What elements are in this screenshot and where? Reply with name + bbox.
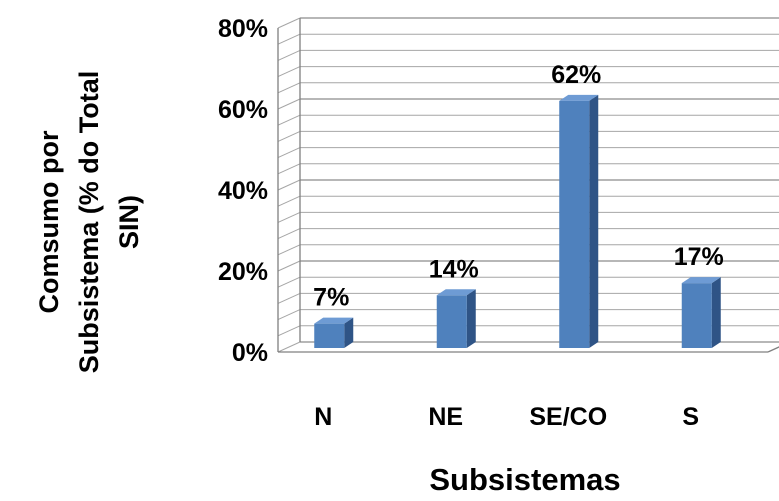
bar-se-co	[559, 94, 599, 349]
bar-front	[681, 283, 712, 348]
gridline-side	[277, 82, 301, 94]
data-label: 17%	[674, 243, 724, 271]
data-label: 7%	[313, 284, 349, 312]
gridline-side	[277, 260, 301, 272]
bar-s	[681, 277, 721, 348]
gridline-side	[277, 66, 301, 78]
gridline-side	[277, 147, 301, 159]
gridline-side	[277, 292, 301, 304]
bar-top	[314, 317, 354, 324]
data-label: 62%	[551, 61, 601, 89]
y-axis-title-line-1: Comsumo por	[34, 130, 64, 313]
bar-front	[436, 295, 467, 348]
gridline-side	[277, 33, 301, 45]
bar-side	[344, 317, 354, 348]
gridline-side	[277, 325, 301, 337]
gridline-side	[277, 98, 301, 110]
y-tick-label: 0%	[232, 339, 268, 367]
y-tick-label: 20%	[218, 258, 268, 286]
y-tick-label: 80%	[218, 15, 268, 43]
gridline-side	[277, 114, 301, 126]
gridline-side	[277, 276, 301, 288]
gridline-side	[277, 211, 301, 223]
y-tick-label: 60%	[218, 96, 268, 124]
gridline-side	[277, 341, 301, 353]
y-axis-title-line-3: SIN)	[114, 195, 144, 249]
x-tick-label: SE/CO	[529, 403, 607, 431]
data-label: 14%	[429, 255, 479, 283]
gridline-side	[277, 228, 301, 240]
y-axis-ticks: 0% 20% 40% 60% 80%	[218, 15, 268, 367]
x-tick-label: S	[682, 403, 699, 431]
y-axis-title-line-2: Subsistema (% do Total	[74, 71, 104, 374]
bar-side	[711, 277, 721, 348]
gridline-side	[277, 195, 301, 207]
bar-top	[559, 94, 599, 101]
gridline-side	[277, 309, 301, 321]
gridline-side	[277, 244, 301, 256]
bar-side	[466, 289, 476, 348]
chart-axes	[277, 18, 779, 353]
gridline-side	[277, 49, 301, 61]
bar-top	[436, 289, 476, 296]
bar-front	[559, 100, 590, 349]
gridline-side	[277, 17, 301, 29]
x-axis-title: Subsistemas	[429, 462, 620, 497]
bar-front	[314, 323, 345, 348]
gridline-side	[277, 163, 301, 175]
x-axis-categories: N NE SE/CO S	[314, 403, 699, 431]
floor-edge	[767, 346, 779, 353]
chart-bars	[314, 94, 721, 349]
bar-top	[681, 277, 721, 284]
x-tick-label: N	[314, 403, 332, 431]
bar-ne	[436, 289, 476, 348]
bar-side	[589, 94, 599, 349]
data-labels: 7% 14% 62% 17%	[313, 61, 724, 312]
bar-n	[314, 317, 354, 348]
chart-grid	[277, 17, 779, 353]
x-tick-label: NE	[428, 403, 463, 431]
gridline-side	[277, 179, 301, 191]
y-tick-label: 40%	[218, 177, 268, 205]
gridline-side	[277, 130, 301, 142]
